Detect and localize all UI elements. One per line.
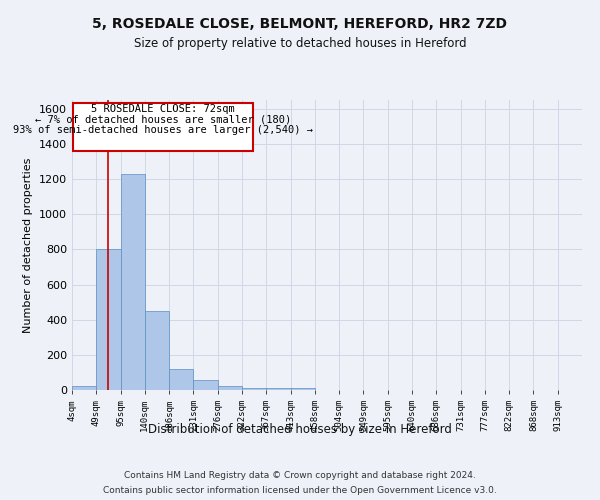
Y-axis label: Number of detached properties: Number of detached properties: [23, 158, 34, 332]
FancyBboxPatch shape: [73, 102, 253, 151]
Bar: [121, 174, 145, 390]
Bar: [266, 388, 290, 390]
Bar: [169, 369, 193, 390]
Bar: [193, 380, 218, 390]
Bar: [145, 311, 169, 390]
Text: 93% of semi-detached houses are larger (2,540) →: 93% of semi-detached houses are larger (…: [13, 125, 313, 135]
Text: Contains HM Land Registry data © Crown copyright and database right 2024.: Contains HM Land Registry data © Crown c…: [124, 471, 476, 480]
Text: Distribution of detached houses by size in Hereford: Distribution of detached houses by size …: [148, 422, 452, 436]
Bar: [290, 388, 315, 390]
Text: Size of property relative to detached houses in Hereford: Size of property relative to detached ho…: [134, 38, 466, 51]
Bar: [218, 386, 242, 390]
Bar: [72, 386, 96, 390]
Bar: [242, 388, 266, 390]
Bar: [96, 250, 121, 390]
Text: 5 ROSEDALE CLOSE: 72sqm: 5 ROSEDALE CLOSE: 72sqm: [91, 104, 235, 114]
Text: 5, ROSEDALE CLOSE, BELMONT, HEREFORD, HR2 7ZD: 5, ROSEDALE CLOSE, BELMONT, HEREFORD, HR…: [92, 18, 508, 32]
Text: Contains public sector information licensed under the Open Government Licence v3: Contains public sector information licen…: [103, 486, 497, 495]
Text: ← 7% of detached houses are smaller (180): ← 7% of detached houses are smaller (180…: [35, 114, 291, 124]
